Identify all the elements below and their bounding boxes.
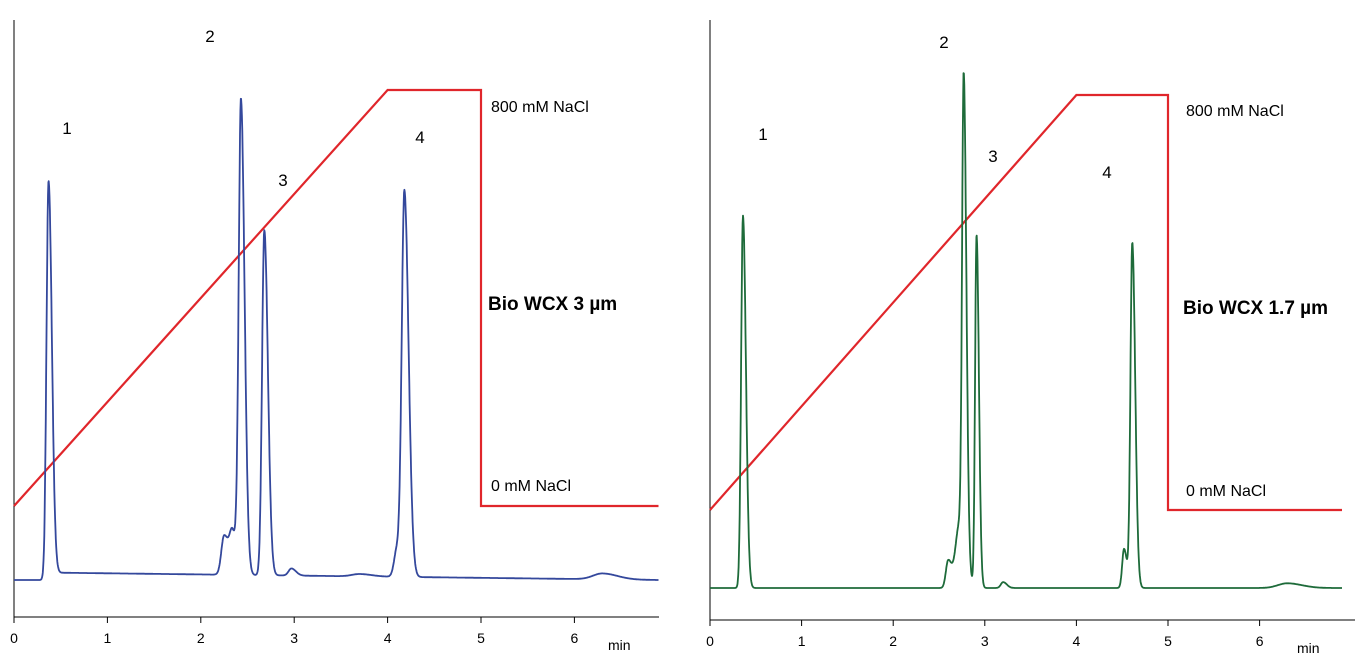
peak-label-2-left: 2: [205, 27, 214, 46]
x-unit-label-left: min: [608, 637, 631, 653]
gradient-high-label-left: 800 mM NaCl: [491, 99, 589, 116]
x-tick-label-4: 4: [1073, 633, 1081, 649]
gradient-low-label-right: 0 mM NaCl: [1186, 483, 1266, 500]
x-tick-label-2: 2: [889, 633, 897, 649]
x-tick-label-1: 1: [798, 633, 806, 649]
column-label-left: Bio WCX 3 µm: [488, 294, 617, 315]
x-tick-label-6: 6: [1256, 633, 1264, 649]
gradient-low-label-left: 0 mM NaCl: [491, 478, 571, 495]
x-tick-label-4: 4: [384, 630, 392, 646]
x-tick-label-1: 1: [104, 630, 112, 646]
peak-label-4-left: 4: [415, 128, 424, 147]
x-tick-label-5: 5: [477, 630, 485, 646]
chromatogram-trace-left: [13, 97, 659, 581]
x-ticks-right: 0 1 2 3 4 5 6: [706, 620, 1264, 649]
gradient-line-left: [13, 88, 659, 508]
x-tick-label-2: 2: [197, 630, 205, 646]
peak-label-1-left: 1: [62, 119, 71, 138]
x-unit-label-right: min: [1297, 640, 1320, 656]
x-tick-label-0: 0: [10, 630, 18, 646]
panel-right: 0 1 2 3 4 5 6 min 1 2 3 4 800 mM NaCl 0 mM NaC…: [706, 20, 1355, 656]
x-tick-label-5: 5: [1164, 633, 1172, 649]
peak-label-3-left: 3: [278, 171, 287, 190]
x-ticks-left: 0 1 2 3 4 5 6: [10, 617, 579, 646]
gradient-high-label-right: 800 mM NaCl: [1186, 103, 1284, 120]
panel-left: 0 1 2 3 4 5 6 min 1 2 3 4 800 mM NaCl 0 mM NaC…: [10, 20, 659, 653]
chromatogram-trace-right: [709, 72, 1343, 589]
peak-label-4-right: 4: [1102, 163, 1111, 182]
gradient-line-right: [709, 93, 1342, 512]
peak-label-2-right: 2: [939, 33, 948, 52]
x-tick-label-0: 0: [706, 633, 714, 649]
x-tick-label-3: 3: [981, 633, 989, 649]
peak-label-1-right: 1: [758, 125, 767, 144]
x-tick-label-6: 6: [571, 630, 579, 646]
x-tick-label-3: 3: [290, 630, 298, 646]
peak-label-3-right: 3: [988, 147, 997, 166]
column-label-right: Bio WCX 1.7 µm: [1183, 298, 1328, 319]
